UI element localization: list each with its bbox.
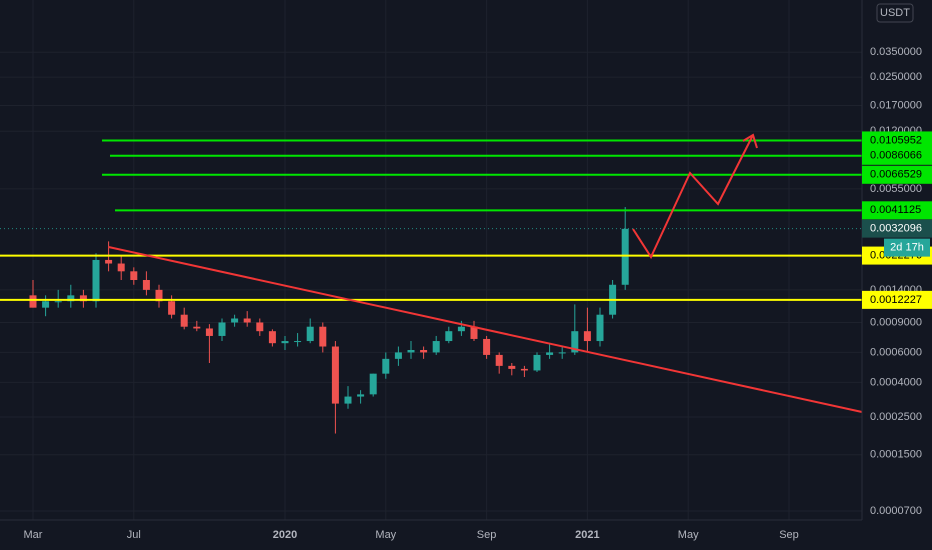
candle-body — [420, 350, 428, 353]
candle-body — [357, 394, 365, 397]
candle-body — [306, 326, 314, 342]
candle-body — [155, 289, 163, 302]
candle-body — [54, 301, 62, 303]
candle-body — [495, 354, 503, 366]
x-tick-label: Sep — [779, 529, 799, 541]
x-tick-label: May — [678, 529, 699, 541]
trend-line — [108, 246, 863, 413]
candle-body — [432, 341, 440, 353]
countdown-label: 2d 17h — [890, 242, 924, 254]
candle-body — [533, 354, 541, 371]
level-tag-label: 0.0105952 — [870, 134, 922, 146]
currency-label: USDT — [880, 7, 910, 19]
candle-body — [205, 328, 213, 336]
candle-body — [256, 322, 264, 332]
candle-body — [193, 326, 201, 329]
y-tick-label: 0.0002500 — [870, 411, 922, 423]
x-tick-label: 2020 — [273, 529, 297, 541]
candle-body — [218, 322, 226, 336]
candle-body — [92, 259, 100, 302]
candle-body — [281, 341, 289, 344]
y-tick-label: 0.0001500 — [870, 449, 922, 461]
candle-body — [331, 346, 339, 404]
y-tick-label: 0.0170000 — [870, 99, 922, 111]
x-tick-label: 2021 — [575, 529, 599, 541]
level-tag — [862, 131, 932, 150]
level-tag-label: 0.0012227 — [870, 294, 922, 306]
axes: 0.03500000.02500000.01700000.01200000.00… — [24, 46, 932, 541]
y-tick-label: 0.0055000 — [870, 183, 922, 195]
x-tick-label: Jul — [127, 529, 141, 541]
candle-body — [79, 295, 87, 302]
level-tag-label: 0.0066529 — [870, 169, 922, 181]
candle-body — [67, 295, 75, 302]
projection-path — [632, 134, 754, 260]
x-tick-label: May — [375, 529, 396, 541]
drawings — [108, 133, 863, 413]
candle-body — [571, 331, 579, 353]
level-tag — [862, 290, 932, 309]
level-tag-label: 0.0041125 — [870, 204, 921, 216]
y-tick-label: 0.0006000 — [870, 346, 922, 358]
y-tick-label: 0.0009000 — [870, 316, 922, 328]
x-tick-label: Sep — [477, 529, 497, 541]
level-tag — [862, 165, 932, 184]
y-tick-label: 0.0004000 — [870, 376, 922, 388]
candle-body — [117, 263, 125, 272]
candle-body — [243, 318, 251, 323]
candle-body — [344, 396, 352, 404]
candle-body — [105, 259, 113, 264]
y-tick-label: 0.0350000 — [870, 46, 922, 58]
countdown-tag — [884, 238, 930, 257]
candle-body — [407, 350, 415, 353]
candle-body — [457, 326, 465, 332]
candle-body — [42, 301, 50, 308]
level-tag — [862, 201, 932, 220]
candle-body — [130, 271, 138, 281]
x-tick-label: Mar — [24, 529, 43, 541]
candle-body — [596, 314, 604, 342]
y-tick-label: 0.0000700 — [870, 505, 922, 517]
candle-body — [294, 341, 302, 343]
candle-body — [621, 228, 629, 285]
candle-body — [394, 352, 402, 359]
candle-body — [508, 365, 516, 369]
last-price-label: 0.0032096 — [870, 223, 922, 235]
candle-body — [268, 331, 276, 344]
y-tick-label: 0.0250000 — [870, 71, 922, 83]
candle-body — [369, 373, 377, 395]
level-tag — [862, 146, 932, 165]
candle-body — [142, 280, 150, 290]
candle-body — [29, 295, 37, 308]
candle-body — [180, 314, 188, 327]
last-price-tag — [862, 219, 932, 238]
candle-body — [558, 352, 566, 354]
currency-badge[interactable] — [876, 3, 914, 23]
level-tag-label: 0.0086066 — [870, 150, 922, 162]
candle-body — [483, 338, 491, 355]
candle-body — [231, 318, 239, 323]
projection-arrowhead — [742, 133, 758, 149]
candle-body — [546, 352, 554, 355]
candle-body — [168, 301, 176, 315]
candle-body — [382, 358, 390, 374]
candle-body — [319, 326, 327, 347]
candle-body — [520, 368, 528, 371]
candle-body — [445, 331, 453, 342]
candle-body — [470, 326, 478, 339]
candle-body — [583, 331, 591, 342]
